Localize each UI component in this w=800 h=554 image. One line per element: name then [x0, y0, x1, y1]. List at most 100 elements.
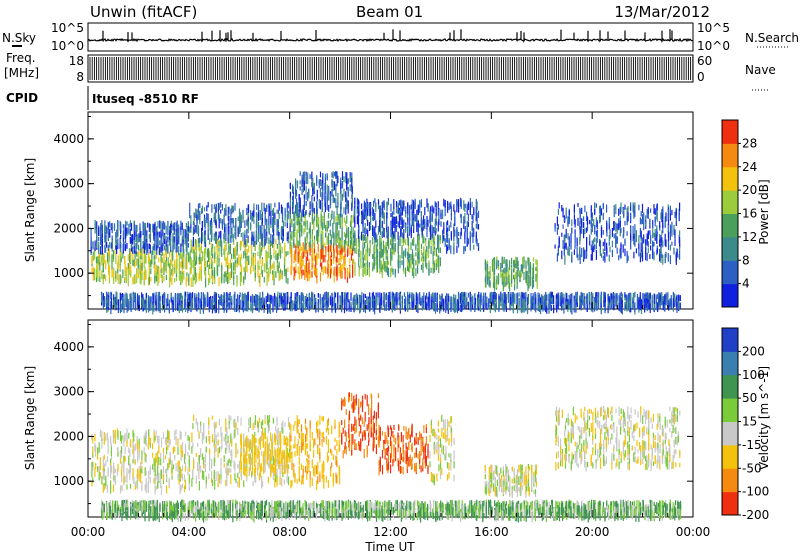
power-scatter-point — [352, 216, 354, 223]
power-scatter-point — [595, 231, 597, 237]
power-scatter-point — [466, 237, 468, 247]
station-title: Unwin (fitACF) — [90, 3, 197, 21]
power-scatter-point — [103, 274, 105, 279]
power-scatter-point — [341, 245, 343, 253]
power-scatter-point — [180, 243, 182, 252]
power-scatter-point — [340, 201, 342, 210]
power-scatter-point — [341, 217, 343, 228]
power-scatter-point — [640, 230, 642, 239]
power-scatter-point — [383, 229, 385, 234]
power-scatter-point — [347, 238, 350, 247]
power-scatter-point — [522, 257, 524, 267]
power-scatter-point — [246, 219, 248, 226]
power-scatter-point — [496, 259, 498, 269]
power-scatter-point — [243, 241, 245, 248]
power-scatter-point — [308, 258, 310, 265]
power-scatter-point — [398, 221, 400, 229]
power-scatter-point — [274, 217, 276, 223]
nave-tick-top: 60 — [697, 54, 712, 68]
power-scatter-point — [253, 203, 255, 208]
power-scatter-point — [206, 205, 208, 212]
power-scatter-point — [338, 267, 340, 277]
power-scatter-point — [403, 206, 405, 212]
power-scatter-point — [133, 239, 135, 249]
power-scatter-point — [93, 247, 96, 257]
power-scatter-point — [327, 267, 329, 275]
power-scatter-point — [278, 235, 280, 246]
power-scatter-point — [292, 185, 294, 192]
power-scatter-point — [102, 256, 104, 266]
power-scatter-point — [257, 233, 260, 242]
power-scatter-point — [108, 293, 110, 298]
power-scatter-point — [579, 254, 581, 264]
power-scatter-point — [425, 258, 427, 268]
power-scatter-point — [345, 191, 347, 201]
power-scatter-point — [297, 248, 299, 254]
power-scatter-point — [379, 217, 382, 227]
power-scatter-point — [196, 297, 198, 302]
power-scatter-point — [354, 262, 356, 272]
power-scatter-point — [293, 239, 295, 246]
power-scatter-point — [132, 304, 134, 310]
power-scatter-point — [591, 240, 593, 250]
power-scatter-point — [151, 253, 153, 262]
power-scatter-point — [154, 223, 156, 231]
power-scatter-point — [268, 216, 270, 226]
power-scatter-point — [343, 207, 345, 214]
power-scatter-point — [391, 252, 393, 259]
power-scatter-point — [228, 302, 230, 310]
power-scatter-point — [366, 202, 368, 210]
power-scatter-point — [317, 293, 319, 298]
power-scatter-point — [387, 227, 389, 237]
power-scatter-point — [302, 178, 304, 185]
power-scatter-point — [438, 245, 440, 252]
power-scatter-point — [214, 206, 217, 216]
power-scatter-point — [322, 254, 324, 263]
power-scatter-point — [367, 219, 369, 226]
power-scatter-point — [117, 255, 119, 266]
power-scatter-point — [175, 275, 178, 282]
power-scatter-point — [144, 250, 146, 256]
power-scatter-point — [209, 238, 211, 245]
power-scatter-point — [304, 220, 306, 228]
power-scatter-point — [224, 238, 226, 244]
power-scatter-point — [627, 255, 629, 261]
power-scatter-point — [400, 199, 402, 210]
power-scatter-point — [438, 258, 440, 267]
power-scatter-point — [122, 251, 124, 259]
power-scatter-point — [157, 265, 159, 275]
power-scatter-point — [395, 224, 398, 232]
power-scatter-point — [229, 246, 231, 255]
power-scatter-point — [165, 246, 167, 252]
power-scatter-point — [115, 244, 117, 250]
power-scatter-point — [322, 176, 324, 185]
power-scatter-point — [160, 221, 162, 231]
power-scatter-point — [225, 204, 227, 210]
power-scatter-point — [211, 298, 214, 305]
power-scatter-point — [228, 206, 230, 214]
power-scatter-point — [328, 244, 330, 252]
power-scatter-point — [208, 267, 210, 275]
power-scatter-point — [113, 226, 116, 231]
power-scatter-point — [509, 260, 511, 270]
power-scatter-point — [220, 299, 222, 307]
power-scatter-point — [329, 255, 332, 262]
power-scatter-point — [234, 225, 236, 232]
power-scatter-point — [591, 247, 593, 255]
power-scatter-point — [656, 206, 658, 216]
power-scatter-point — [166, 298, 168, 303]
power-scatter-point — [111, 223, 113, 228]
power-scatter-point — [158, 268, 160, 278]
power-scatter-point — [256, 296, 258, 303]
power-scatter-point — [154, 261, 156, 266]
power-scatter-point — [634, 224, 636, 230]
power-scatter-point — [464, 213, 466, 221]
power-scatter-point — [613, 211, 615, 218]
power-scatter-point — [218, 203, 220, 210]
power-scatter-point — [331, 172, 333, 178]
power-scatter-point — [590, 209, 592, 218]
power-scatter-point — [618, 223, 620, 231]
power-scatter-point — [212, 275, 214, 283]
power-scatter-point — [324, 292, 326, 300]
power-scatter-point — [211, 243, 213, 250]
